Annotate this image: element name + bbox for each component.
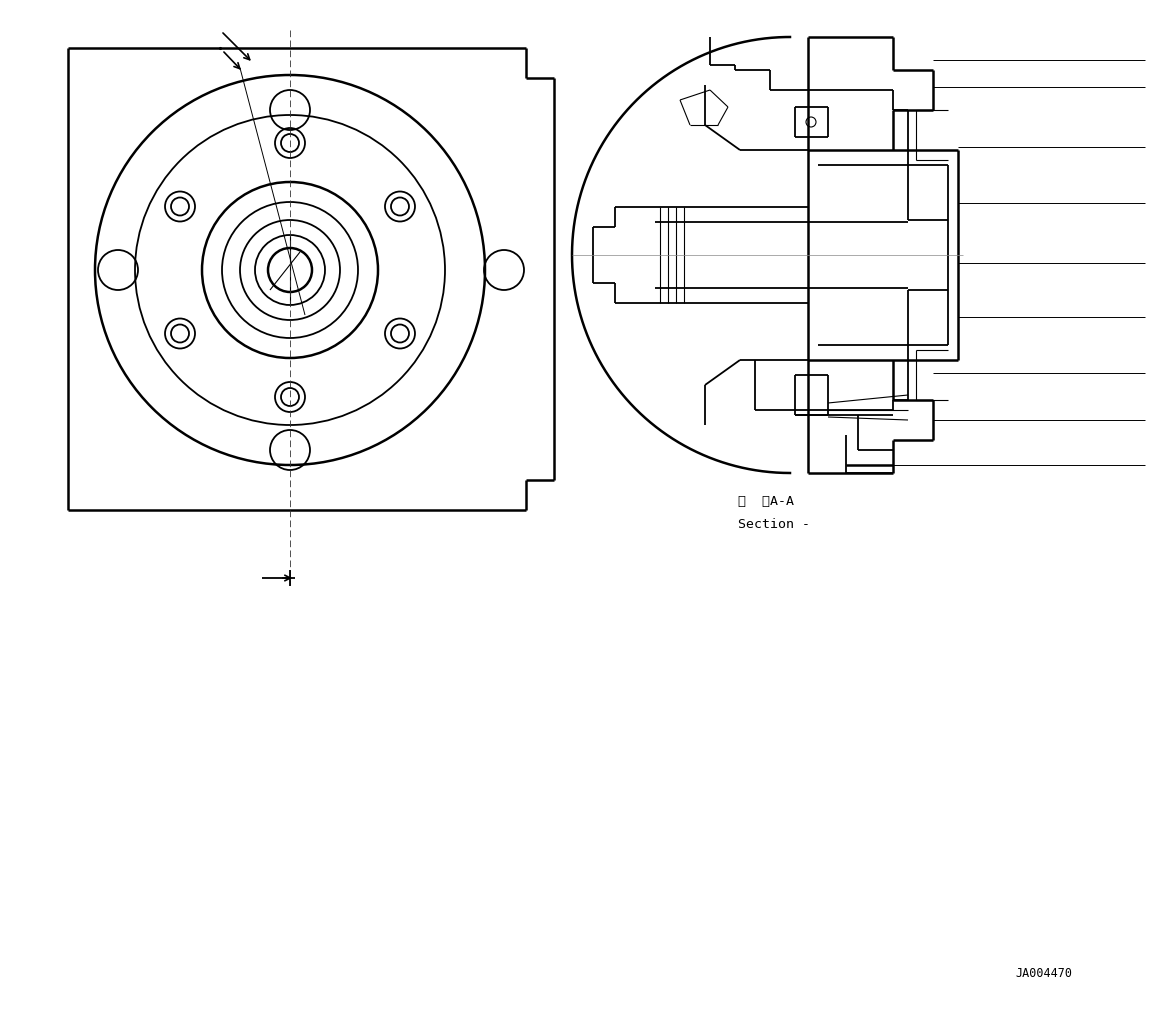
Text: Section -: Section - (739, 518, 809, 531)
Text: 断  面A-A: 断 面A-A (739, 495, 794, 508)
Text: JA004470: JA004470 (1015, 967, 1072, 980)
